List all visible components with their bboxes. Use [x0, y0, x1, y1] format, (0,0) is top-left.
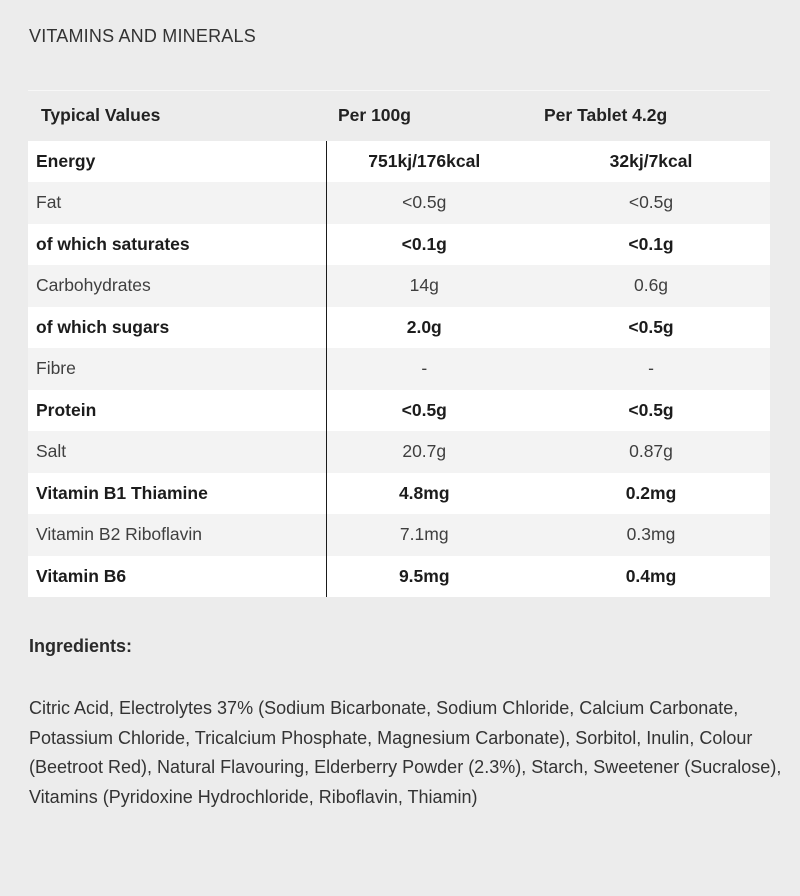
table-row: of which saturates <0.1g <0.1g: [28, 223, 770, 265]
value-per-100g: <0.5g: [325, 389, 534, 431]
table-row: Fat <0.5g <0.5g: [28, 182, 770, 224]
value-per-tablet: 0.6g: [633, 275, 669, 296]
value-per-100g: 9.5mg: [325, 555, 534, 597]
nutrient-name: Vitamin B2 Riboflavin: [36, 524, 203, 545]
section-title: VITAMINS AND MINERALS: [29, 26, 256, 46]
value-per-tablet: <0.5g: [628, 192, 674, 213]
nutrient-name: of which saturates: [36, 233, 190, 254]
value-per-tablet: -: [648, 358, 654, 379]
header-row: Typical Values Per 100g Per Tablet 4.2g: [28, 90, 770, 141]
nutrition-table-body: Energy 751kj/176kcal 32kj/7kcal Fat <0.5g <0.…: [28, 140, 770, 597]
nutrient-name: Salt: [36, 441, 67, 462]
value-per-100g: 751kj/176kcal: [325, 140, 534, 182]
value-per-100g: 20.7g: [325, 431, 534, 473]
header-typical-values: Typical Values: [28, 90, 326, 141]
ingredients-title: Ingredients:: [29, 636, 133, 656]
nutrition-table: Typical Values Per 100g Per Tablet 4.2g …: [28, 90, 770, 597]
value-per-tablet: 0.3mg: [626, 524, 676, 545]
value-per-100g: 2.0g: [325, 306, 534, 348]
value-per-100g: <0.1g: [325, 223, 534, 265]
value-per-100g: 7.1mg: [325, 514, 534, 556]
nutrient-name: Protein: [36, 399, 97, 420]
value-per-100g: 14g: [325, 265, 534, 307]
table-row: Fibre - -: [28, 348, 770, 390]
table-row: Vitamin B1 Thiamine 4.8mg 0.2mg: [28, 472, 770, 514]
nutrient-name: Vitamin B6: [36, 565, 127, 586]
header-per-tablet: Per Tablet 4.2g: [534, 90, 770, 141]
nutrition-table-container: Typical Values Per 100g Per Tablet 4.2g …: [28, 90, 770, 597]
nutrient-name: Carbohydrates: [36, 275, 151, 296]
value-per-tablet: <0.1g: [628, 233, 674, 254]
value-per-tablet: <0.5g: [628, 316, 674, 337]
ingredients-text: Citric Acid, Electrolytes 37% (Sodium Bi…: [29, 698, 782, 807]
table-row: Vitamin B2 Riboflavin 7.1mg 0.3mg: [28, 514, 770, 556]
nutrient-name: of which sugars: [36, 316, 170, 337]
value-per-tablet: 0.87g: [629, 441, 673, 462]
value-per-100g: 4.8mg: [325, 472, 534, 514]
value-per-tablet: 32kj/7kcal: [609, 150, 693, 171]
table-row: of which sugars 2.0g <0.5g: [28, 306, 770, 348]
table-row: Energy 751kj/176kcal 32kj/7kcal: [28, 140, 770, 182]
value-per-tablet: 0.4mg: [625, 565, 677, 586]
value-per-tablet: <0.5g: [628, 399, 674, 420]
header-per-100g: Per 100g: [326, 90, 534, 141]
nutrient-name: Fibre: [36, 358, 76, 379]
nutrition-table-header: Typical Values Per 100g Per Tablet 4.2g: [28, 90, 770, 141]
nutrient-name: Energy: [36, 150, 96, 171]
table-row: Carbohydrates 14g 0.6g: [28, 265, 770, 307]
value-per-tablet: 0.2mg: [625, 482, 677, 503]
table-row: Protein <0.5g <0.5g: [28, 389, 770, 431]
table-row: Salt 20.7g 0.87g: [28, 431, 770, 473]
nutrient-name: Fat: [36, 192, 62, 213]
table-row: Vitamin B6 9.5mg 0.4mg: [28, 555, 770, 597]
nutrient-name: Vitamin B1 Thiamine: [36, 482, 208, 503]
value-per-100g: <0.5g: [325, 182, 534, 224]
value-per-100g: -: [325, 348, 534, 390]
